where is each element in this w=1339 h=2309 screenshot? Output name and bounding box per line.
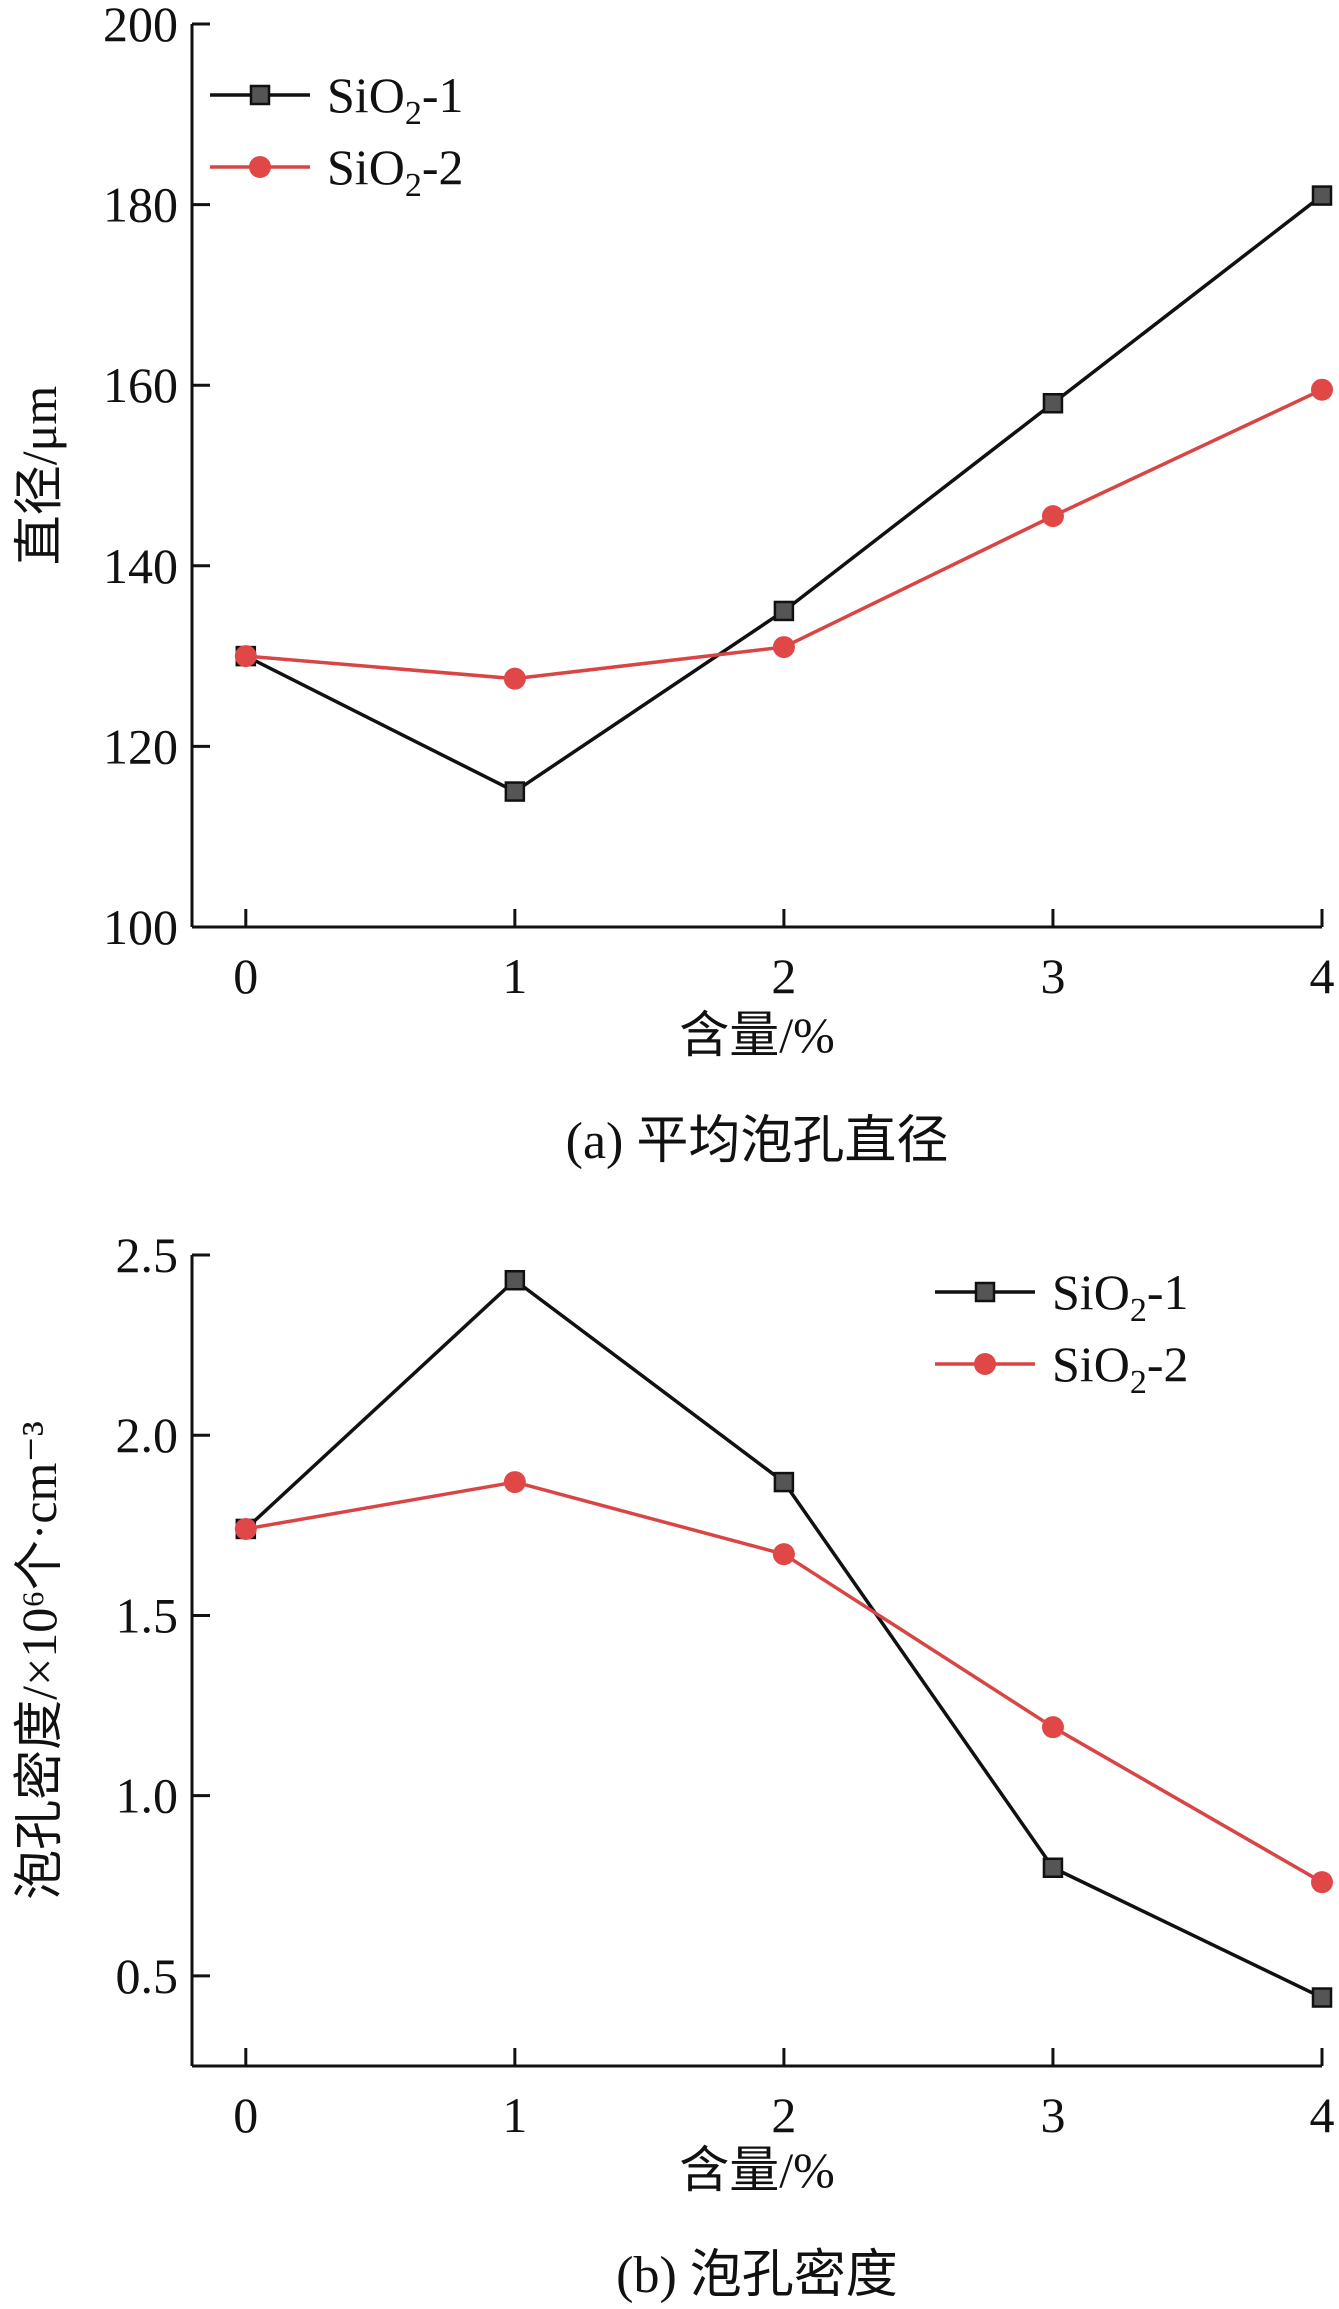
legend-marker-square — [974, 1281, 996, 1303]
series-line-sio2-1 — [245, 194, 1324, 794]
data-point-circle — [234, 645, 257, 668]
x-tick-label: 2 — [771, 2087, 796, 2143]
legend-label-base: SiO — [327, 67, 405, 123]
data-point-circle — [1311, 378, 1333, 401]
x-axis-label: 含量/% — [679, 2142, 835, 2198]
x-tick-label: 1 — [502, 2087, 527, 2143]
legend-marker-square — [249, 84, 271, 106]
x-tick-label: 3 — [1040, 2087, 1065, 2143]
data-point-square — [1311, 185, 1333, 206]
legend-label: SiO2-2 — [327, 139, 463, 204]
legend-label-subscript: 2 — [405, 167, 422, 204]
chart-caption: (b) 泡孔密度 — [616, 2247, 898, 2304]
y-tick-label: 120 — [103, 718, 178, 774]
data-point-square — [504, 1269, 526, 1291]
y-tick-label: 2.5 — [116, 1227, 179, 1283]
legend-label-suffix: -2 — [422, 139, 464, 195]
data-point-square — [773, 1471, 795, 1493]
y-tick-label: 140 — [103, 538, 178, 594]
data-point-square — [773, 600, 795, 622]
legend-marker-circle — [249, 156, 271, 178]
y-tick-label: 1.5 — [116, 1587, 179, 1643]
x-tick-label: 3 — [1040, 948, 1065, 1004]
x-tick-label: 1 — [502, 948, 527, 1004]
chart-a: 100 120 140 160 180 200 0 1 2 3 4 含量/% 直径/μm (a) 平均泡孔… — [11, 0, 1335, 1170]
data-point-square — [1042, 1857, 1064, 1879]
legend-label-subscript: 2 — [405, 95, 422, 132]
data-point-circle — [1311, 1871, 1333, 1894]
legend-label-suffix: -1 — [422, 67, 464, 123]
legend-label: SiO2-1 — [327, 67, 463, 132]
legend-label: SiO2-1 — [1052, 1264, 1188, 1329]
data-point-square — [1042, 393, 1064, 414]
data-point-circle — [503, 1471, 526, 1494]
x-tick-label: 0 — [233, 2087, 258, 2143]
chart-b: 0.5 1.0 1.5 2.0 2.5 0 1 2 3 4 含量/% 泡孔密度/×10⁶个·cm⁻³ (… — [11, 1227, 1335, 2304]
legend-label-base: SiO — [327, 139, 405, 195]
y-tick-label: 1.0 — [116, 1768, 179, 1824]
series-line-sio2-2 — [245, 1480, 1323, 1884]
data-point-square — [1311, 1987, 1333, 2008]
series-line-sio2-2 — [245, 388, 1323, 681]
data-point-circle — [503, 667, 526, 690]
data-point-circle — [1041, 505, 1064, 528]
y-axis-label: 直径/μm — [11, 386, 67, 566]
x-tick-label: 0 — [233, 948, 258, 1004]
x-tick-label: 4 — [1310, 948, 1335, 1004]
chart-caption: (a) 平均泡孔直径 — [566, 1113, 949, 1170]
x-tick-label: 4 — [1310, 2087, 1335, 2143]
y-tick-label: 180 — [103, 177, 178, 233]
x-axis-label: 含量/% — [679, 1007, 835, 1063]
legend-label-suffix: -1 — [1147, 1264, 1189, 1320]
legend-label-subscript: 2 — [1130, 1364, 1147, 1401]
y-tick-label: 200 — [103, 0, 178, 52]
legend-label-subscript: 2 — [1130, 1292, 1147, 1329]
y-tick-label: 2.0 — [116, 1407, 179, 1463]
y-tick-label: 160 — [103, 357, 178, 413]
data-point-square — [504, 781, 526, 802]
legend-label-base: SiO — [1052, 1264, 1130, 1320]
data-point-circle — [772, 1543, 795, 1566]
y-axis-label: 泡孔密度/×10⁶个·cm⁻³ — [11, 1421, 67, 1900]
data-point-circle — [234, 1517, 257, 1540]
y-tick-label: 0.5 — [116, 1948, 179, 2004]
data-point-circle — [1041, 1716, 1064, 1739]
legend-label: SiO2-2 — [1052, 1336, 1188, 1401]
x-tick-label: 2 — [771, 948, 796, 1004]
data-point-circle — [772, 636, 795, 659]
legend-label-base: SiO — [1052, 1336, 1130, 1392]
legend-label-suffix: -2 — [1147, 1336, 1189, 1392]
y-tick-label: 100 — [103, 899, 178, 955]
legend-marker-circle — [974, 1353, 996, 1375]
